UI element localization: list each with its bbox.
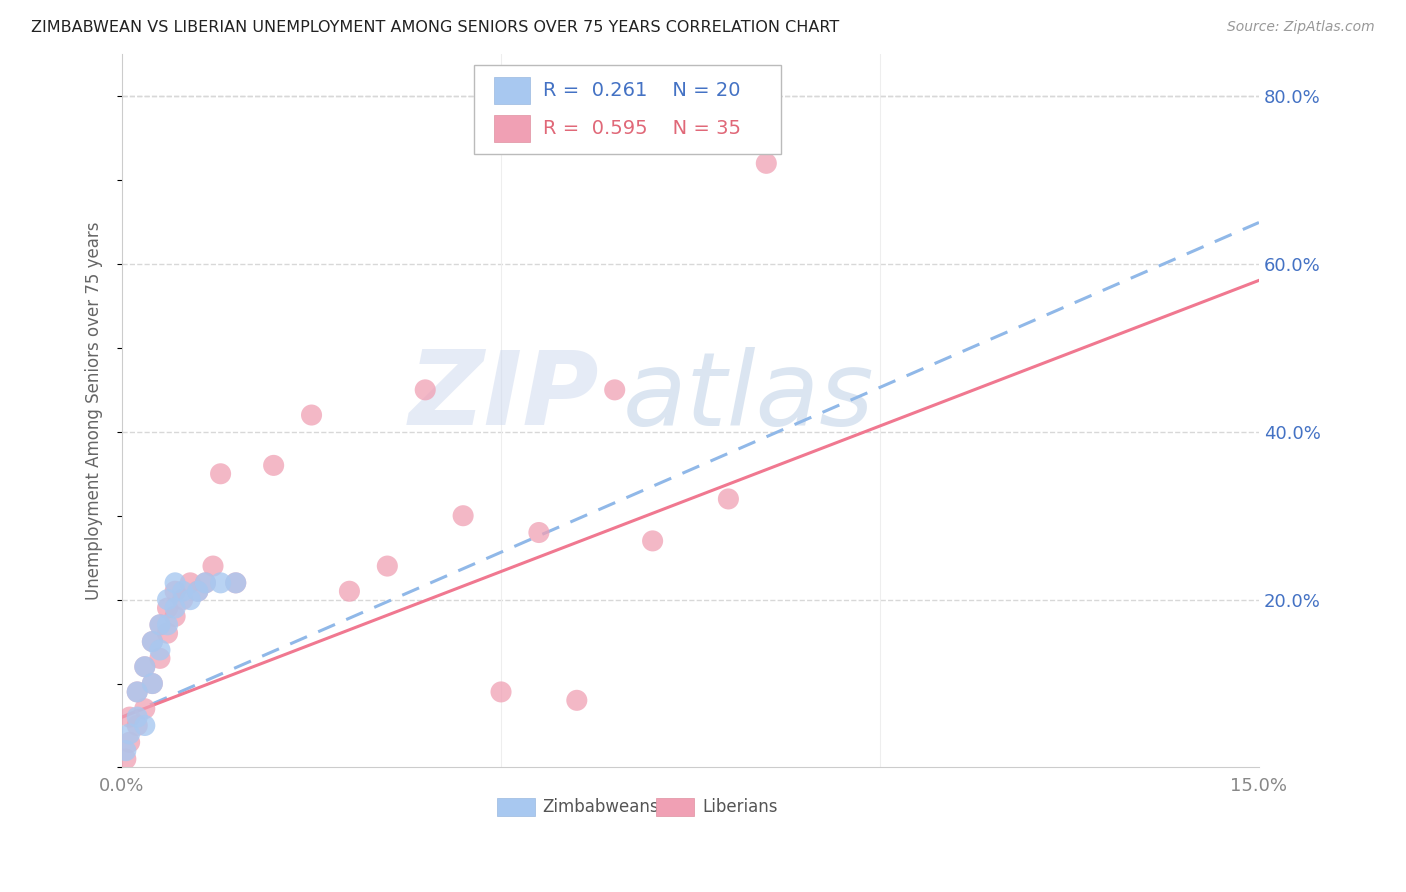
Point — [134, 659, 156, 673]
Point — [149, 617, 172, 632]
Text: Source: ZipAtlas.com: Source: ZipAtlas.com — [1227, 20, 1375, 34]
Text: R =  0.595    N = 35: R = 0.595 N = 35 — [543, 119, 741, 138]
Point — [134, 702, 156, 716]
Point — [172, 592, 194, 607]
Point — [127, 685, 149, 699]
Point — [141, 634, 163, 648]
Point — [755, 156, 778, 170]
Point — [179, 592, 201, 607]
Point — [156, 592, 179, 607]
Point — [209, 467, 232, 481]
FancyBboxPatch shape — [474, 65, 782, 154]
Point — [339, 584, 361, 599]
Text: Liberians: Liberians — [702, 798, 778, 816]
Text: ZIP: ZIP — [409, 346, 599, 447]
Point — [194, 575, 217, 590]
Point — [375, 559, 398, 574]
Point — [118, 735, 141, 749]
Point — [115, 744, 138, 758]
Y-axis label: Unemployment Among Seniors over 75 years: Unemployment Among Seniors over 75 years — [86, 221, 103, 600]
Point — [127, 710, 149, 724]
Point — [156, 601, 179, 615]
Point — [165, 575, 187, 590]
Point — [201, 559, 224, 574]
Bar — [494, 115, 530, 142]
Point — [115, 752, 138, 766]
Point — [527, 525, 550, 540]
Text: R =  0.261    N = 20: R = 0.261 N = 20 — [543, 81, 740, 100]
Point — [149, 617, 172, 632]
Point — [172, 584, 194, 599]
Point — [165, 584, 187, 599]
Point — [149, 643, 172, 657]
Point — [187, 584, 209, 599]
Point — [194, 575, 217, 590]
Text: atlas: atlas — [623, 347, 873, 447]
Point — [301, 408, 323, 422]
Point — [141, 634, 163, 648]
Point — [179, 575, 201, 590]
Point — [156, 626, 179, 640]
Point — [413, 383, 436, 397]
Point — [165, 601, 187, 615]
Point — [127, 718, 149, 732]
Point — [489, 685, 512, 699]
Point — [187, 584, 209, 599]
Point — [209, 575, 232, 590]
Bar — [494, 77, 530, 104]
Point — [118, 710, 141, 724]
Point — [134, 659, 156, 673]
Point — [141, 676, 163, 690]
Text: ZIMBABWEAN VS LIBERIAN UNEMPLOYMENT AMONG SENIORS OVER 75 YEARS CORRELATION CHAR: ZIMBABWEAN VS LIBERIAN UNEMPLOYMENT AMON… — [31, 20, 839, 35]
Point — [141, 676, 163, 690]
Point — [127, 685, 149, 699]
Point — [451, 508, 474, 523]
Bar — [657, 798, 695, 816]
Point — [263, 458, 285, 473]
Point — [225, 575, 247, 590]
Bar — [498, 798, 534, 816]
Point — [641, 533, 664, 548]
Text: Zimbabweans: Zimbabweans — [543, 798, 659, 816]
Point — [134, 718, 156, 732]
Point — [156, 617, 179, 632]
Point — [717, 491, 740, 506]
Point — [603, 383, 626, 397]
Point — [165, 609, 187, 624]
Point — [118, 727, 141, 741]
Point — [149, 651, 172, 665]
Point — [225, 575, 247, 590]
Point — [565, 693, 588, 707]
